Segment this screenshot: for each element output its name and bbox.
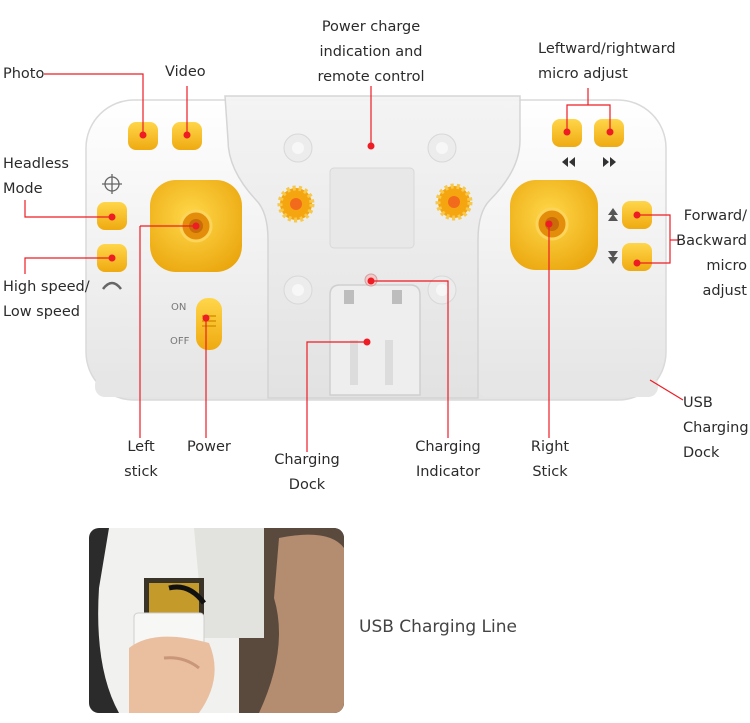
rewind-icon [562, 157, 575, 167]
power-label: Power [187, 439, 231, 455]
usb-charging-dock-label: USB Charging Dock [683, 395, 749, 461]
micro-adjust-lr-label: Leftward/rightward micro adjust [538, 41, 676, 82]
power-switch[interactable] [196, 298, 222, 350]
backward-trim-button[interactable] [622, 243, 652, 271]
arrow-up-icon [608, 208, 618, 221]
switch-on-label: ON [171, 302, 186, 313]
arrow-down-icon [608, 251, 618, 264]
charging-dock-label: Charging Dock [274, 452, 340, 493]
left-stick-label: Left stick [124, 439, 158, 480]
switch-off-label: OFF [170, 336, 190, 347]
callout-dots [108, 128, 641, 346]
video-label: Video [165, 64, 206, 80]
right-stick-label: Right Stick [530, 439, 570, 480]
photo-label: Photo [3, 66, 45, 82]
charging-dock [329, 284, 421, 396]
forward-backward-label: Forward/ Backward micro adjust [676, 208, 747, 299]
right-stick[interactable] [510, 180, 598, 270]
fast-forward-icon [603, 157, 616, 167]
clear-center-panel [224, 95, 521, 399]
compass-icon [102, 174, 122, 194]
power-charge-label: Power charge indication and remote contr… [317, 19, 425, 85]
turtle-icon [102, 281, 122, 290]
caption: USB Charging Line [359, 617, 517, 637]
callout-lines [24, 73, 684, 452]
charging-indicator-label: Charging Indicator [415, 439, 481, 480]
gear-icon [277, 185, 315, 223]
usb-charging-photo [89, 528, 344, 713]
headless-mode-label: Headless Mode [3, 156, 69, 197]
speed-label: High speed/ Low speed [3, 279, 90, 320]
gear-icon [435, 183, 473, 221]
